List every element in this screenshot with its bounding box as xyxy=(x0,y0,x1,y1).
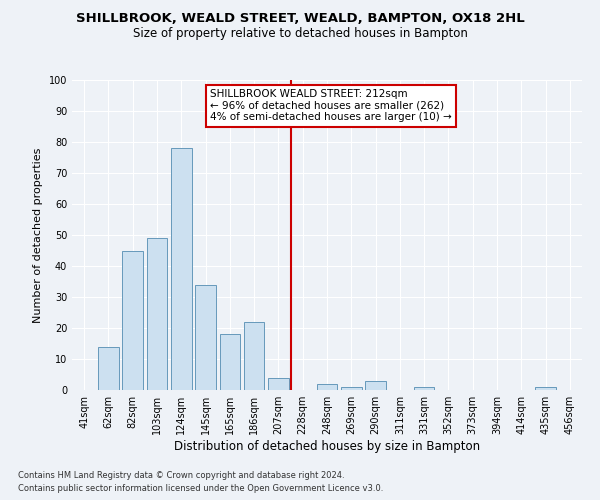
Bar xyxy=(220,334,240,390)
Y-axis label: Number of detached properties: Number of detached properties xyxy=(33,148,43,322)
Bar xyxy=(341,387,362,390)
Text: Contains HM Land Registry data © Crown copyright and database right 2024.: Contains HM Land Registry data © Crown c… xyxy=(18,470,344,480)
Bar xyxy=(195,284,216,390)
Text: SHILLBROOK WEALD STREET: 212sqm
← 96% of detached houses are smaller (262)
4% of: SHILLBROOK WEALD STREET: 212sqm ← 96% of… xyxy=(210,90,451,122)
Text: Size of property relative to detached houses in Bampton: Size of property relative to detached ho… xyxy=(133,28,467,40)
Bar xyxy=(365,380,386,390)
Bar xyxy=(414,387,434,390)
X-axis label: Distribution of detached houses by size in Bampton: Distribution of detached houses by size … xyxy=(174,440,480,453)
Bar xyxy=(171,148,191,390)
Bar xyxy=(317,384,337,390)
Bar xyxy=(98,346,119,390)
Text: Contains public sector information licensed under the Open Government Licence v3: Contains public sector information licen… xyxy=(18,484,383,493)
Bar xyxy=(122,250,143,390)
Bar xyxy=(146,238,167,390)
Bar xyxy=(535,387,556,390)
Text: SHILLBROOK, WEALD STREET, WEALD, BAMPTON, OX18 2HL: SHILLBROOK, WEALD STREET, WEALD, BAMPTON… xyxy=(76,12,524,26)
Bar xyxy=(268,378,289,390)
Bar xyxy=(244,322,265,390)
